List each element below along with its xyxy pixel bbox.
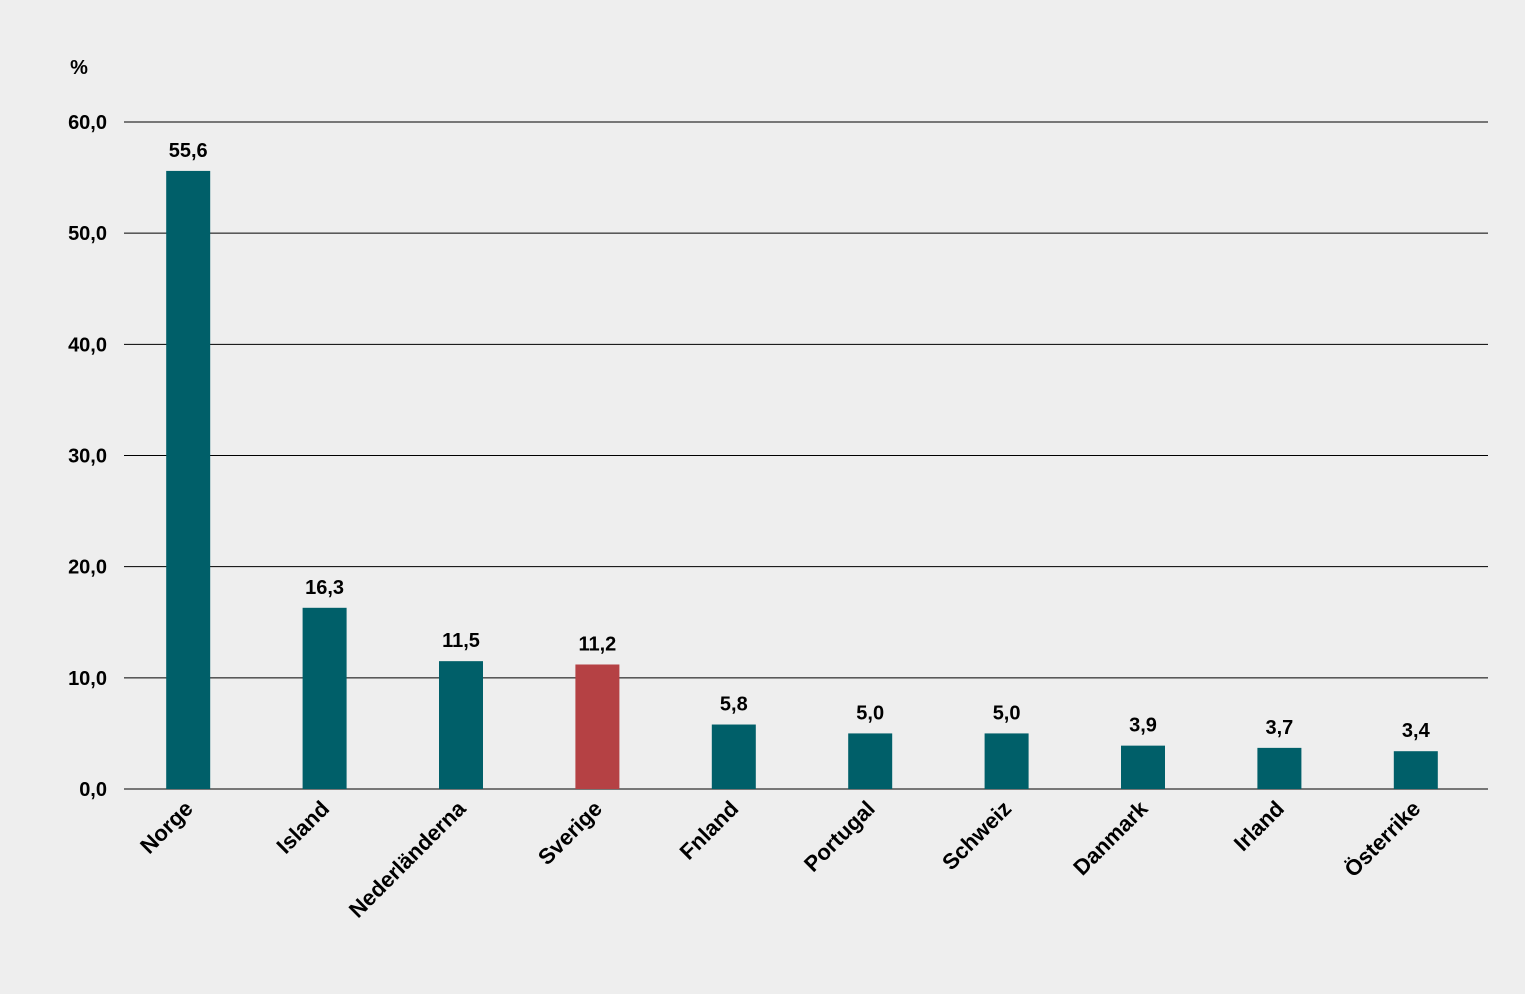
x-axis-labels: Norge Island Nederländerna Sverige Fnland Por… [135,795,1425,922]
x-category-label: Danmark [1068,795,1153,880]
x-category-label: Nederländerna [344,795,471,922]
data-label: 11,2 [578,633,616,655]
y-tick-label: 10,0 [68,668,107,690]
data-label: 16,3 [305,577,344,599]
x-category-label: Portugal [799,796,880,877]
data-label: 11,5 [442,630,480,652]
y-tick-label: 0,0 [79,779,107,801]
bar [575,664,620,789]
y-tick-label: 60,0 [68,112,107,134]
bar [984,733,1029,789]
x-category-label: Österrike [1339,796,1425,882]
x-category-label: Norge [135,796,198,859]
data-label: 3,9 [1129,715,1157,737]
bars [166,170,1438,789]
data-label: 5,0 [993,702,1021,724]
y-tick-label: 40,0 [68,334,107,356]
x-category-label: Irland [1229,796,1289,856]
bar [1257,747,1302,789]
gridlines [124,121,1488,790]
data-label: 5,8 [720,694,748,716]
bar [1393,751,1438,789]
data-label: 5,0 [856,702,884,724]
x-category-label: Fnland [675,796,744,865]
bar [166,170,211,789]
bar [711,724,756,789]
data-label: 3,7 [1265,717,1293,739]
x-category-label: Sverige [533,796,607,870]
y-tick-label: 20,0 [68,557,107,579]
bar [1121,745,1165,789]
y-tick-label: 50,0 [68,223,107,245]
x-category-label: Island [272,796,335,859]
bar [439,661,483,789]
data-label: 3,4 [1402,720,1431,742]
x-category-label: Schweiz [937,796,1016,875]
y-axis-unit-label: % [70,57,88,79]
bar [302,607,347,789]
y-tick-label: 30,0 [68,446,107,468]
value-labels: 55,6 16,3 11,5 11,2 5,8 5,0 5,0 3,9 3,7 3,4 [169,140,1431,742]
bar [848,733,893,789]
data-label: 55,6 [169,140,208,162]
y-axis-ticks: 0,0 10,0 20,0 30,0 40,0 50,0 60,0 [68,112,107,801]
